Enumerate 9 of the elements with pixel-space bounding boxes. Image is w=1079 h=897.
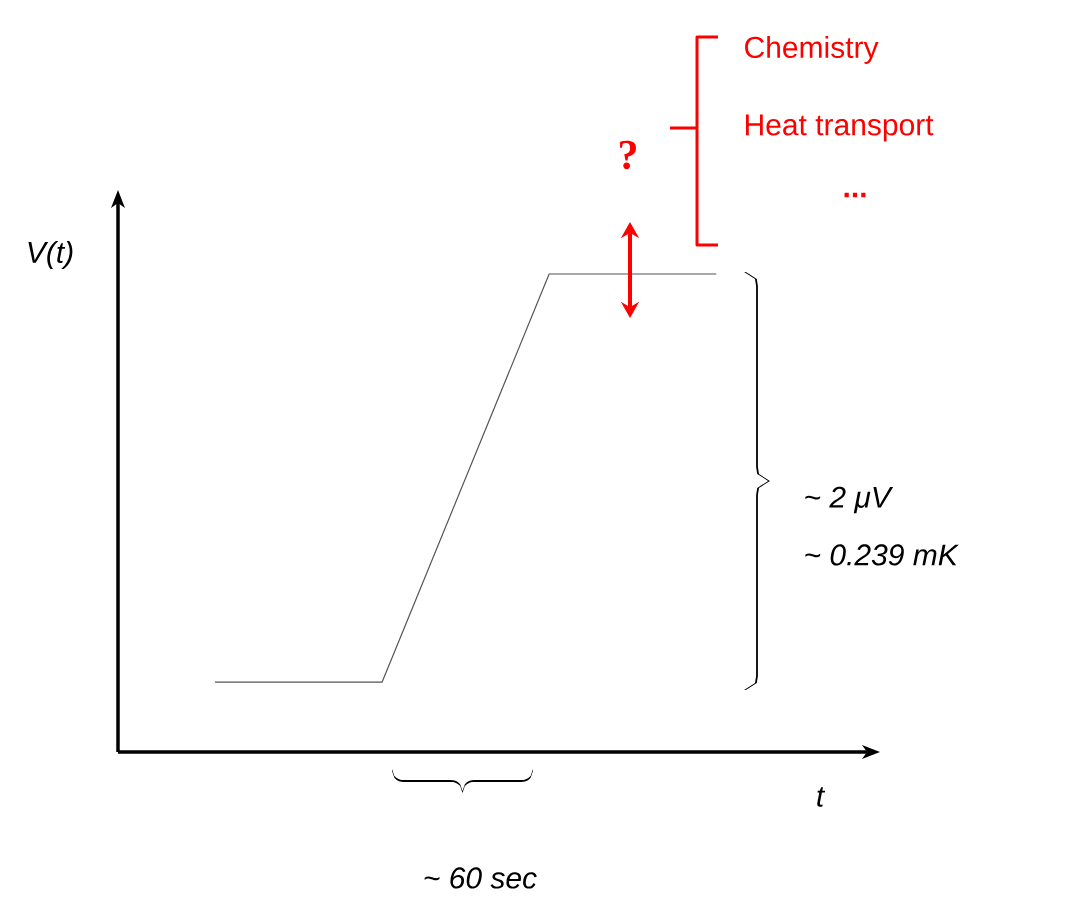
y-axis-title: V(t) [28, 241, 73, 269]
text: Heat transport [746, 114, 934, 142]
annotation: ~ 2 μV [805, 486, 894, 514]
annotation: ~ 0.239 mK [805, 544, 959, 566]
text: ? [620, 140, 636, 170]
text: ~ 60 sec [424, 867, 537, 889]
text: ... [844, 192, 866, 198]
x-axis-title: t [817, 787, 826, 807]
text: Chemistry [745, 36, 879, 64]
